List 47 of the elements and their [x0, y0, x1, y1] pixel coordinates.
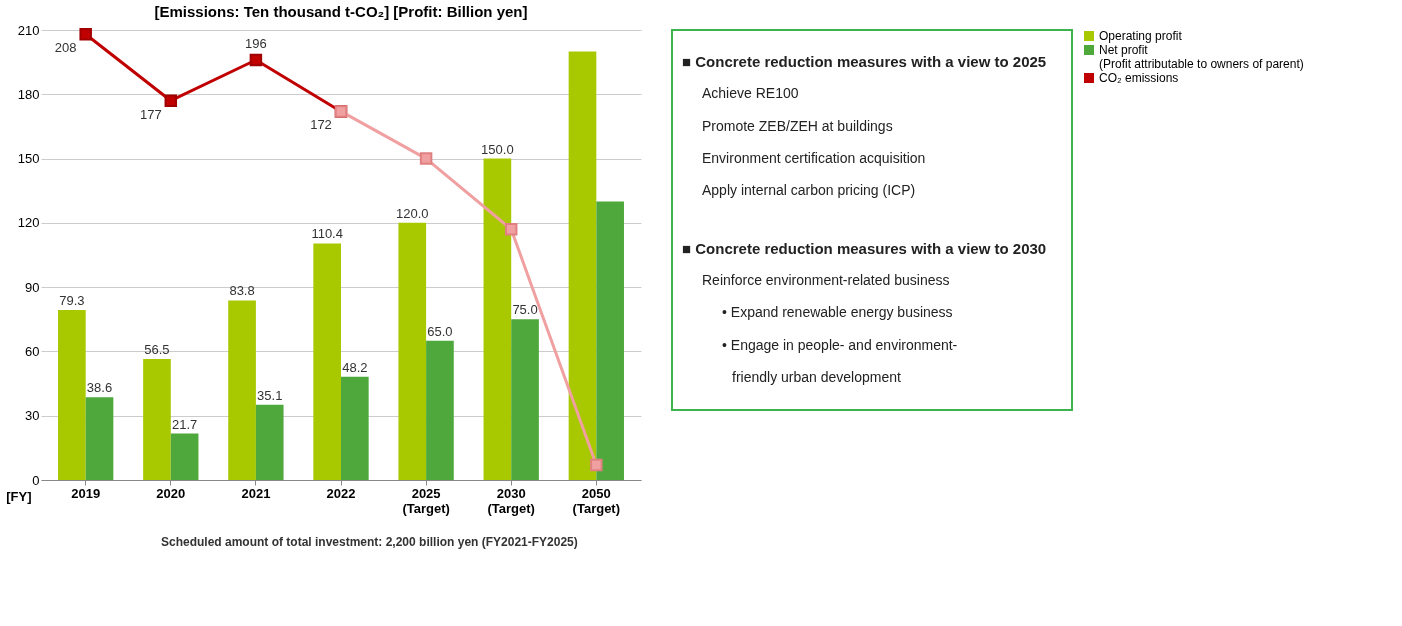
y-tick-label: 150 — [17, 151, 40, 167]
y-tick-label: 0 — [32, 472, 40, 488]
data-label: 177 — [139, 106, 162, 122]
x-tick-label: 2050 (Target) — [572, 485, 621, 516]
x-tick-label: 2020 — [156, 485, 186, 501]
x-axis-title: [FY] — [6, 488, 32, 504]
text: Promote ZEB/ZEH at buildings — [702, 117, 893, 134]
y-tick-label: 120 — [17, 215, 40, 231]
data-label: 48.2 — [342, 359, 368, 375]
data-label: 75.0 — [512, 302, 538, 318]
y-tick-label: 60 — [25, 343, 40, 359]
data-label: 65.0 — [427, 323, 453, 339]
data-label: 56.5 — [144, 341, 170, 357]
data-label: 38.6 — [86, 380, 113, 396]
data-label: 172 — [310, 117, 332, 133]
text: friendly urban development — [732, 368, 901, 385]
chart-title: [Emissions: Ten thousand t-CO₂] [Profit: Billion yen] — [154, 3, 528, 20]
text: • Expand renewable energy business — [722, 304, 953, 321]
y-tick-label: 210 — [17, 22, 40, 38]
data-label: 35.1 — [257, 387, 283, 403]
y-tick-label: 30 — [25, 408, 40, 424]
data-label: 150.0 — [481, 141, 514, 157]
text: ■ Concrete reduction measures with a view to 2025 — [682, 53, 1047, 71]
y-tick-label: 90 — [25, 279, 40, 295]
x-tick-label: 2021 — [241, 485, 271, 501]
legend-label: CO₂ emissions — [1099, 71, 1179, 85]
text: Reinforce environment-related business — [702, 272, 950, 289]
text: Apply internal carbon pricing (ICP) — [702, 182, 916, 199]
data-label: 110.4 — [311, 226, 343, 242]
text: Achieve RE100 — [702, 85, 799, 102]
data-label: 21.7 — [171, 416, 198, 432]
y-tick-label: 180 — [17, 86, 40, 102]
data-label: 83.8 — [229, 283, 255, 299]
text: Environment certification acquisition — [702, 149, 926, 166]
data-label: 120.0 — [396, 205, 429, 221]
data-label: 208 — [54, 40, 77, 56]
x-tick-label: 2019 — [71, 485, 101, 501]
x-tick-label: 2030 (Target) — [487, 485, 535, 516]
legend-label: Net profit (Profit attributable to owners of parent) — [1099, 43, 1304, 71]
x-tick-label: 2022 — [326, 485, 356, 501]
text: ■ Concrete reduction measures with a view to 2030 — [682, 239, 1047, 257]
text: • Engage in people- and environment- — [722, 336, 958, 353]
data-label: 196 — [245, 36, 267, 51]
x-tick-label: 2025 (Target) — [402, 485, 450, 516]
legend-label: Operating profit — [1099, 29, 1183, 43]
text: Scheduled amount of total investment: 2,200 billion yen (FY2021-FY2025) — [161, 535, 578, 549]
data-label: 79.3 — [59, 293, 85, 309]
